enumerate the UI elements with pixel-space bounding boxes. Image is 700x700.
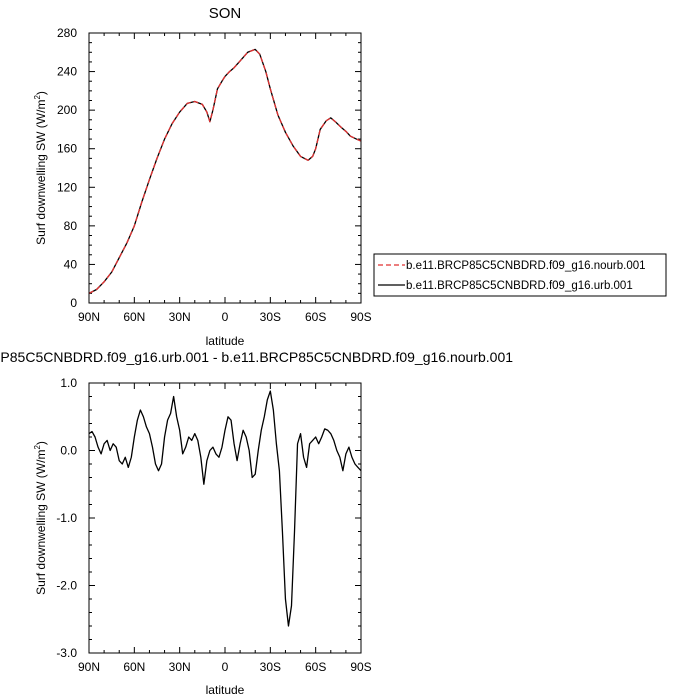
bottom-x-axis-label: latitude [206,683,245,697]
bottom-x-tick-label: 60S [305,660,326,674]
top-x-tick-label: 60S [305,310,326,324]
top-y-tick-label: 0 [70,296,77,310]
bottom-chart-title: b.e11.BRCP85C5CNBDRD.f09_g16.urb.001 - b… [0,349,513,365]
bottom-x-tick-label: 60N [123,660,145,674]
top-y-tick-label: 80 [64,219,78,233]
top-x-tick-label: 30N [169,310,191,324]
bottom-series-lines [88,390,362,627]
bottom-ticks: 90N 60N 30N 0 30S 60S 90S -3.0 -2.0 -1.0 0.0 1.0 [56,376,371,674]
top-y-tick-label: 120 [57,180,77,194]
bottom-y-axis-label-text: Surf downwelling SW (W/m [34,450,48,595]
bottom-y-tick-label: 1.0 [60,376,77,390]
bottom-x-tick-label: 30N [169,660,191,674]
legend-label-nourb: b.e11.BRCP85C5CNBDRD.f09_g16.nourb.001 [406,260,646,272]
top-series-lines [88,48,362,294]
top-plot-frame [88,32,362,304]
top-y-axis-label-close: ) [34,91,48,95]
top-x-axis-label: latitude [206,334,245,348]
top-y-tick-label: 240 [57,65,77,79]
bottom-y-tick-label: 0.0 [60,444,77,458]
bottom-y-tick-label: -1.0 [56,511,77,525]
bottom-panel: b.e11.BRCP85C5CNBDRD.f09_g16.urb.001 - b… [0,349,513,697]
bottom-y-tick-label: -2.0 [56,579,77,593]
top-y-tick-label: 280 [57,26,77,40]
top-y-tick-label: 200 [57,103,77,117]
legend: b.e11.BRCP85C5CNBDRD.f09_g16.nourb.001 b… [373,253,667,297]
top-x-tick-label: 60N [123,310,145,324]
top-chart-title: SON [209,5,242,22]
bottom-plot-frame [88,382,362,654]
top-ticks: 90N 60N 30N 0 30S 60S 90S 0 40 80 120 160 200 240 280 [57,26,372,324]
bottom-y-axis-label: Surf downwelling SW (W/m2) [33,441,48,595]
bottom-y-tick-label: -3.0 [56,646,77,660]
bottom-y-axis-label-sup: 2 [33,445,42,450]
bottom-x-tick-label: 90N [78,660,100,674]
bottom-series-line [88,390,362,627]
top-series-line [88,48,362,294]
top-y-tick-label: 40 [64,257,78,271]
legend-label-urb: b.e11.BRCP85C5CNBDRD.f09_g16.urb.001 [406,280,633,292]
legend-box [373,253,667,297]
bottom-y-axis-label-close: ) [34,441,48,445]
top-x-tick-label: 90S [350,310,371,324]
top-y-axis-label: Surf downwelling SW (W/m2) [33,91,48,245]
top-series-line [88,48,362,294]
bottom-x-tick-label: 30S [260,660,281,674]
bottom-x-tick-label: 90S [350,660,371,674]
top-x-tick-label: 0 [222,310,229,324]
top-y-axis-label-text: Surf downwelling SW (W/m [34,100,48,245]
top-x-tick-label: 90N [78,310,100,324]
top-y-axis-label-sup: 2 [33,95,42,100]
top-y-tick-label: 160 [57,142,77,156]
top-panel: SON 90N 60N 30N 0 30S 60S 90S 0 40 80 120 160 200 240… [33,5,372,348]
bottom-x-tick-label: 0 [222,660,229,674]
top-x-tick-label: 30S [260,310,281,324]
